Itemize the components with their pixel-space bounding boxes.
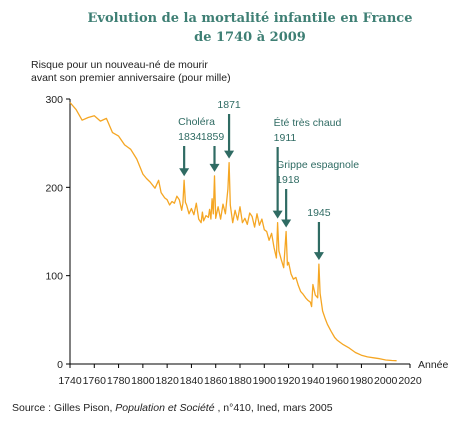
x-tick-label: 1900 [253, 375, 277, 387]
y-axis-label-line-1: Risque pour un nouveau-né de mourir [31, 59, 208, 71]
y-tick-label: 100 [45, 271, 63, 283]
y-tick-label: 300 [45, 94, 63, 106]
x-tick-label: 1740 [58, 375, 82, 387]
annotation-label: 1911 [274, 132, 297, 144]
x-tick-label: 1800 [131, 375, 155, 387]
x-tick-label: 1820 [155, 375, 179, 387]
source-suffix: , n°410, Ined, mars 2005 [215, 402, 333, 414]
annotation-label: Été très chaud [274, 116, 342, 129]
annotation-label: 1834 [178, 131, 202, 143]
source-prefix: Source : Gilles Pison, [12, 402, 115, 414]
annotation-arrow-head [281, 219, 292, 228]
y-tick-label: 200 [45, 182, 63, 194]
x-tick-label: 2020 [398, 375, 422, 387]
annotation-label: Choléra [178, 116, 215, 128]
annotation-label: 1871 [217, 99, 241, 111]
x-tick-label: 1780 [107, 375, 131, 387]
series-line [69, 102, 397, 362]
annotation-label: Grippe espagnole [276, 159, 359, 171]
x-tick-label: 1980 [350, 375, 374, 387]
x-tick-label: 1940 [301, 375, 325, 387]
x-tick-label: 1920 [277, 375, 301, 387]
x-axis-label: Année [418, 359, 449, 371]
source-publication: Population et Société [115, 402, 214, 414]
x-tick-label: 1760 [83, 375, 107, 387]
annotation-label: 1918 [276, 174, 300, 186]
x-tick-label: 1960 [325, 375, 349, 387]
annotation-arrow-head [272, 210, 283, 219]
x-tick-label: 1880 [228, 375, 252, 387]
x-tick-label: 1840 [180, 375, 204, 387]
annotation-arrow-head [313, 252, 324, 261]
x-tick-label: 1860 [204, 375, 228, 387]
annotation-label: 1859 [201, 131, 225, 143]
annotation-label: 1945 [307, 207, 331, 219]
chart-subtitle: de 1740 à 2009 [194, 30, 306, 45]
source-note: Source : Gilles Pison, Population et Soc… [12, 402, 333, 414]
annotation-arrow-head [224, 150, 235, 159]
annotation-arrow-head [179, 168, 190, 177]
annotation-arrow-head [209, 163, 220, 172]
x-tick-label: 2000 [374, 375, 398, 387]
y-tick-label: 0 [57, 359, 63, 371]
chart-title: Evolution de la mortalité infantile en F… [88, 11, 413, 26]
y-axis-label-line-2: avant son premier anniversaire (pour mil… [31, 72, 231, 84]
